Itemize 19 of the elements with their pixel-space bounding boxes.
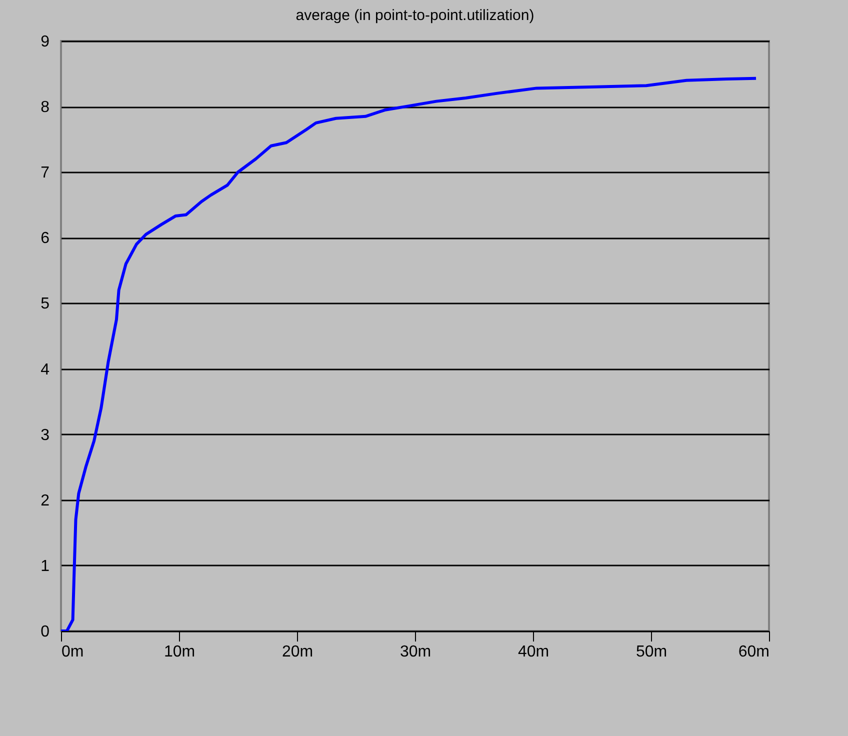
y-tick-label: 7 [40, 164, 50, 182]
y-tick-label: 9 [40, 34, 50, 50]
y-tick-label: 4 [40, 361, 50, 378]
x-tick-label: 30m [400, 644, 432, 660]
x-tick-label: 40m [518, 644, 550, 660]
y-tick-label: 2 [40, 492, 50, 510]
x-tick-label: 50m [636, 644, 668, 660]
x-tick-label: 0m [62, 644, 84, 660]
y-tick-label: 3 [40, 426, 50, 444]
x-tick-label: 10m [164, 644, 196, 660]
line-series [61, 76, 758, 631]
y-tick-label: 5 [40, 296, 50, 313]
x-tick-label: 60m [738, 644, 770, 660]
y-tick-label: 1 [40, 558, 50, 575]
y-tick-label: 6 [40, 230, 50, 248]
x-tick-label: 20m [282, 644, 314, 660]
y-tick-label: 8 [40, 99, 50, 116]
y-tick-label: 0 [40, 624, 50, 640]
chart-title: average (in point-to-point.utilization) [296, 7, 534, 24]
